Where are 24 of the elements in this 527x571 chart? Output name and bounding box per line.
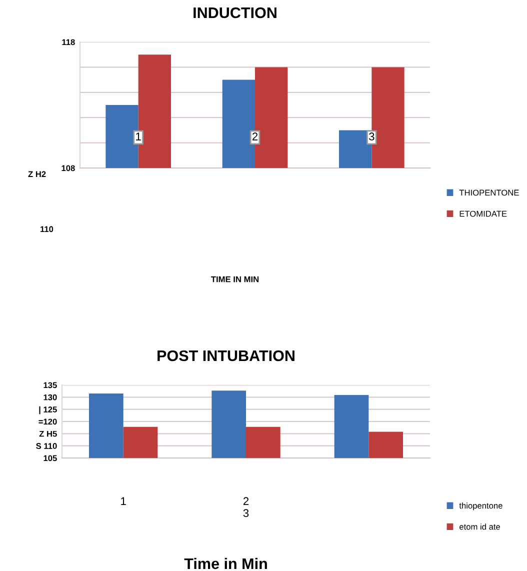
y-tick-label: 118 [62,39,75,46]
x-axis-title: TIME IN MIN [211,276,259,282]
x-axis-title: Time in Min [184,558,267,570]
x-tick-label: 1 [136,132,141,140]
y-tick-label: S 110 [36,443,57,449]
y-tick-label: 130 [44,394,57,400]
x-tick-label: 2 [252,132,258,140]
y-tick-label: =120 [38,418,57,425]
legend-label: ETOMIDATE [460,210,507,217]
legend-label: thiopentone [459,502,502,510]
y-tick-label: 105 [44,455,57,462]
chart-title: POST INTUBATION [158,350,294,362]
y-tick-label: 108 [62,165,75,172]
text: Z H2 [28,171,46,177]
chart-title: INDUCTION [194,7,276,18]
y-tick-label: 135 [44,382,57,388]
x-tick-label: 2 3 [243,497,249,518]
y-tick-label: | 125 [39,406,57,414]
legend-label: etom id ate [460,524,500,530]
x-tick-label: 3 [369,132,374,140]
text: 110 [40,226,54,232]
y-tick-label: Z H5 [39,430,57,437]
x-tick-label: 1 [121,497,126,505]
legend-label: THIOPENTONE [459,190,519,196]
